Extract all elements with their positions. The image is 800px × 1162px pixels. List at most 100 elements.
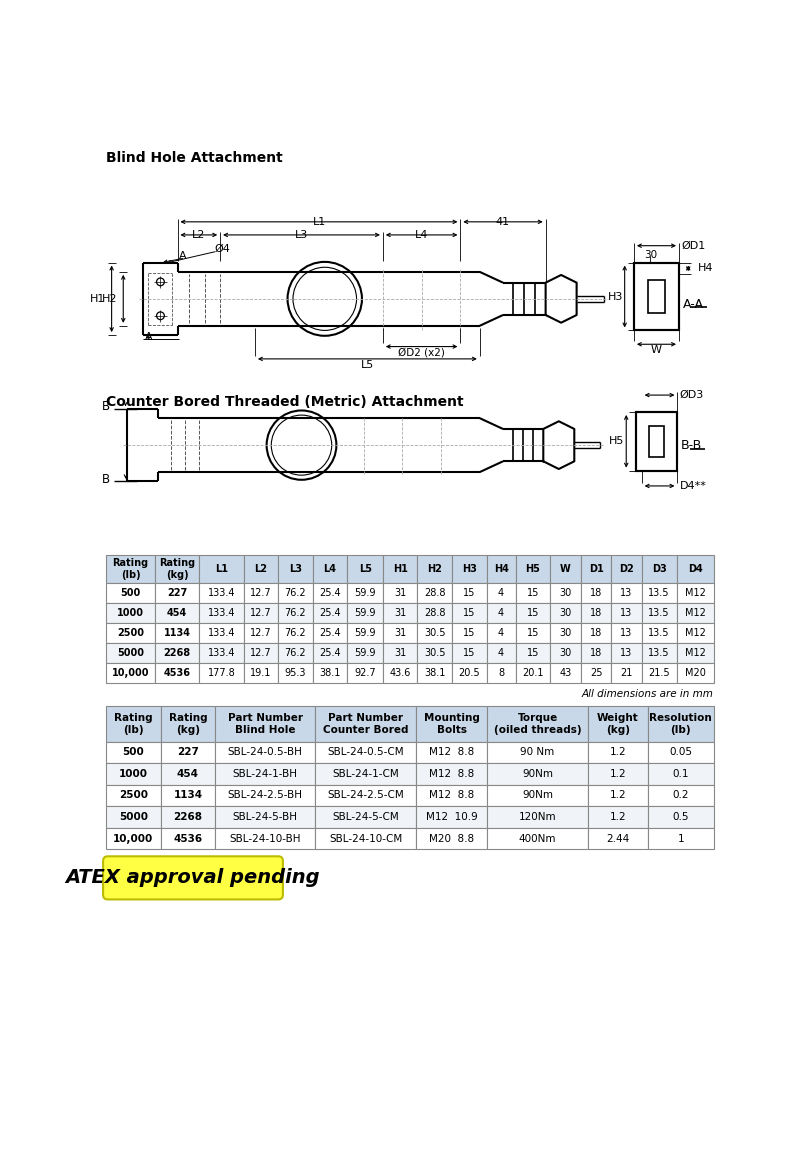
Bar [588, 763, 648, 784]
Bar [452, 623, 486, 643]
Bar [106, 827, 161, 849]
Text: H1: H1 [393, 564, 408, 574]
Bar [611, 583, 642, 603]
Text: 31: 31 [394, 627, 406, 638]
Text: 28.8: 28.8 [424, 588, 446, 598]
Text: 1134: 1134 [174, 790, 202, 801]
Text: ØD2 (x2): ØD2 (x2) [398, 347, 445, 358]
Bar [635, 413, 678, 471]
Bar [313, 623, 347, 643]
Bar [634, 263, 679, 330]
Text: 13: 13 [620, 648, 633, 658]
Bar [106, 706, 161, 741]
Bar [199, 555, 244, 583]
Bar [106, 664, 155, 683]
Bar [634, 263, 679, 330]
Text: 1134: 1134 [164, 627, 190, 638]
Bar [244, 664, 278, 683]
Bar [452, 603, 486, 623]
Bar [642, 603, 677, 623]
Bar [588, 741, 648, 763]
Bar [161, 806, 215, 827]
Bar [244, 555, 278, 583]
Text: 13: 13 [620, 608, 633, 618]
Text: 0.05: 0.05 [670, 747, 692, 758]
Bar [588, 806, 648, 827]
Bar [106, 643, 155, 664]
Text: Rating
(lb): Rating (lb) [114, 713, 153, 734]
Bar [642, 555, 677, 583]
Bar [581, 643, 611, 664]
Text: 2.44: 2.44 [606, 833, 630, 844]
Text: 4536: 4536 [174, 833, 202, 844]
Text: L4: L4 [323, 564, 337, 574]
Bar [515, 643, 550, 664]
Text: 400Nm: 400Nm [518, 833, 556, 844]
Text: 0.1: 0.1 [673, 769, 689, 779]
Bar [588, 706, 648, 741]
Text: 12.7: 12.7 [250, 648, 272, 658]
Text: 59.9: 59.9 [354, 588, 376, 598]
Bar [487, 827, 588, 849]
Text: 177.8: 177.8 [208, 668, 235, 679]
Text: M12  8.8: M12 8.8 [429, 769, 474, 779]
Text: 30: 30 [559, 648, 572, 658]
Text: 1000: 1000 [119, 769, 148, 779]
Text: ØD3: ØD3 [680, 390, 704, 400]
Bar [581, 583, 611, 603]
Bar [550, 603, 581, 623]
Text: 18: 18 [590, 608, 602, 618]
Bar [278, 583, 313, 603]
Text: 13: 13 [620, 588, 633, 598]
Bar [677, 643, 714, 664]
Text: 25.4: 25.4 [319, 627, 341, 638]
Text: 25: 25 [590, 668, 602, 679]
Bar [515, 603, 550, 623]
Text: 0.2: 0.2 [673, 790, 689, 801]
Text: 59.9: 59.9 [354, 627, 376, 638]
Bar [648, 280, 665, 314]
Text: 13: 13 [620, 627, 633, 638]
Text: D4: D4 [688, 564, 702, 574]
Text: H4: H4 [494, 564, 509, 574]
Text: B: B [102, 473, 110, 486]
Bar [106, 603, 155, 623]
Bar [347, 603, 383, 623]
Bar [313, 555, 347, 583]
Bar [642, 643, 677, 664]
Text: 15: 15 [463, 648, 475, 658]
Bar [315, 763, 416, 784]
Bar [315, 784, 416, 806]
FancyBboxPatch shape [103, 856, 283, 899]
Text: SBL-24-5-BH: SBL-24-5-BH [233, 812, 298, 822]
Text: 30: 30 [559, 588, 572, 598]
Text: 21.5: 21.5 [648, 668, 670, 679]
Bar [155, 664, 199, 683]
Text: 43.6: 43.6 [390, 668, 411, 679]
Bar [383, 664, 418, 683]
Bar [244, 603, 278, 623]
Text: 0.5: 0.5 [673, 812, 689, 822]
Bar [418, 623, 452, 643]
Bar [278, 555, 313, 583]
Text: 227: 227 [167, 588, 187, 598]
Text: 2500: 2500 [119, 790, 148, 801]
Text: W: W [560, 564, 571, 574]
Text: 10,000: 10,000 [112, 668, 150, 679]
Text: 4: 4 [498, 608, 504, 618]
Bar [677, 664, 714, 683]
Bar [383, 603, 418, 623]
Bar [278, 623, 313, 643]
Bar [452, 643, 486, 664]
Text: 12.7: 12.7 [250, 608, 272, 618]
Text: H4: H4 [698, 263, 713, 273]
Text: 31: 31 [394, 608, 406, 618]
Bar [550, 643, 581, 664]
Bar [677, 623, 714, 643]
Bar [106, 806, 161, 827]
Bar [161, 827, 215, 849]
Bar [418, 643, 452, 664]
Bar [155, 643, 199, 664]
Text: SBL-24-1-CM: SBL-24-1-CM [332, 769, 399, 779]
Text: 38.1: 38.1 [319, 668, 341, 679]
